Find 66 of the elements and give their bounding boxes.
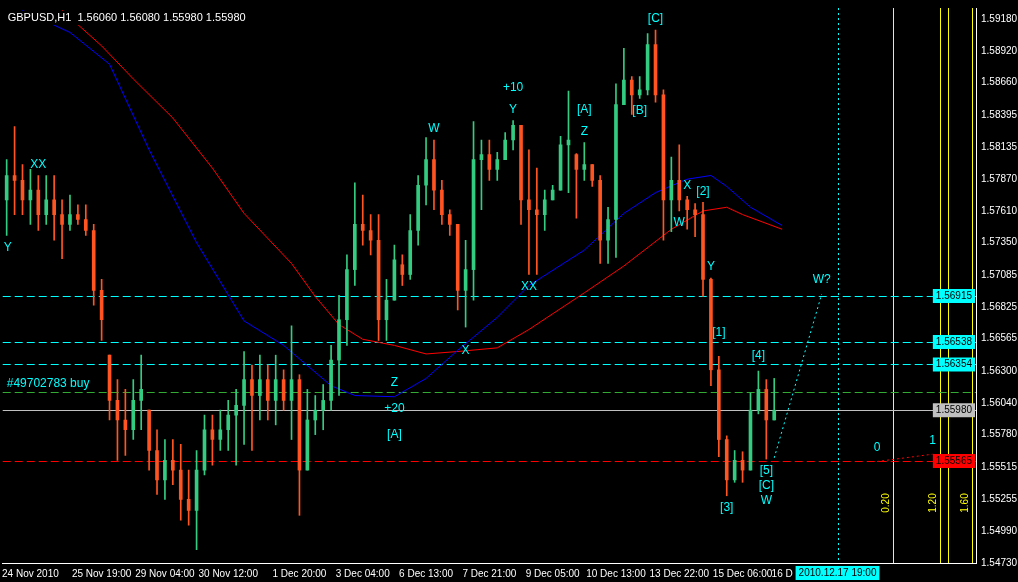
annotation: Z (390, 375, 399, 390)
y-tick-label: 1.58395 (981, 108, 1018, 120)
y-tick-label: 1.58660 (981, 76, 1018, 88)
annotation: Z (580, 123, 588, 138)
ref-line-label: 1.56915 (935, 289, 973, 301)
y-tick-label: 1.57350 (981, 236, 1018, 248)
annotation: Y (3, 239, 12, 254)
annotation: Y (706, 259, 715, 274)
y-tick-label: 1.55515 (981, 460, 1018, 472)
x-tick-label: 13 Dec 22:00 (649, 567, 710, 579)
x-tick-label: 10 Dec 13:00 (586, 567, 647, 579)
y-tick-label: 1.57610 (981, 204, 1018, 216)
x-tick-label: 30 Nov 12:00 (198, 567, 259, 579)
y-tick-label: 1.56825 (981, 300, 1018, 312)
y-tick-label: 1.57085 (981, 268, 1018, 280)
y-tick-label: 1.59180 (981, 12, 1018, 24)
annotation: 0.20 (879, 492, 891, 513)
ref-line-label: 1.56538 (935, 335, 973, 347)
annotation: [3] (720, 500, 734, 515)
x-tick-label: 24 Nov 2010 (2, 567, 60, 579)
x-tick-label: 25 Nov 19:00 (71, 567, 132, 579)
annotation: [C] (758, 478, 774, 493)
annotation: W (428, 121, 441, 136)
x-tick-label: 15 Dec 06:00 (712, 567, 773, 579)
x-tick-label: 7 Dec 21:00 (462, 567, 517, 579)
x-tick-label: 3 Dec 04:00 (335, 567, 391, 579)
annotation: W? (812, 272, 832, 287)
annotation: XX (30, 156, 47, 171)
chart-title: GBPUSD,H1 1.56060 1.56080 1.55980 1.55980 (7, 11, 246, 24)
annotation: [2] (696, 183, 710, 198)
x-tick-label: 16 D (771, 567, 793, 579)
annotation: 1.20 (927, 492, 939, 513)
annotation: Y (509, 101, 518, 116)
annotation: W (760, 493, 773, 508)
y-tick-label: 1.55255 (981, 492, 1018, 504)
ref-line-label: 1.55565 (935, 454, 973, 466)
annotation: [A] (576, 101, 592, 116)
y-tick-label: 1.54990 (981, 524, 1018, 536)
x-tick-label: 1 Dec 20:00 (272, 567, 327, 579)
ref-line-label: 1.56354 (935, 358, 973, 370)
x-tick-label: 2010.12.17 19:00 (798, 566, 877, 578)
annotation: 0 (873, 439, 881, 454)
annotation: [C] (647, 11, 664, 26)
annotation: [5] (759, 463, 773, 478)
annotation: #49702783 buy (6, 376, 90, 391)
annotation: W (673, 215, 686, 230)
y-tick-label: 1.57870 (981, 172, 1018, 184)
annotation: [4] (751, 347, 766, 362)
y-tick-label: 1.58920 (981, 44, 1018, 56)
annotation: 1.60 (958, 492, 970, 513)
y-tick-label: 1.54730 (981, 556, 1018, 568)
y-tick-label: 1.56565 (981, 332, 1018, 344)
x-tick-label: 9 Dec 05:00 (525, 567, 581, 579)
y-tick-label: 1.55780 (981, 428, 1018, 440)
annotation: [A] (387, 427, 402, 442)
x-tick-label: 29 Nov 04:00 (135, 567, 196, 579)
y-tick-label: 1.58135 (981, 140, 1018, 152)
ref-line-label: 1.55980 (935, 403, 973, 415)
annotation: [B] (632, 102, 648, 117)
annotation: +10 (502, 79, 524, 94)
x-tick-label: 6 Dec 13:00 (399, 567, 454, 579)
annotation: X (683, 177, 692, 192)
annotation: [1] (712, 325, 726, 340)
y-tick-label: 1.56040 (981, 396, 1018, 408)
y-tick-label: 1.56300 (981, 364, 1018, 376)
annotation: 1 (929, 432, 937, 447)
